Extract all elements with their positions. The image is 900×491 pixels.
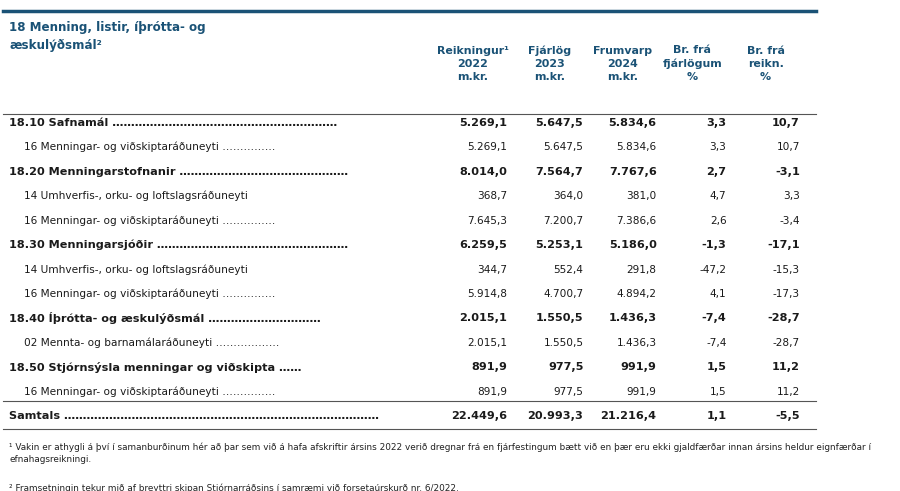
Text: 3,3: 3,3 (710, 142, 726, 152)
Text: 4,1: 4,1 (710, 289, 726, 299)
Text: -28,7: -28,7 (767, 313, 800, 324)
Text: 1.550,5: 1.550,5 (544, 338, 583, 348)
Text: 16 Menningar- og viðskiptaráðuneyti ……………: 16 Menningar- og viðskiptaráðuneyti …………… (24, 386, 275, 397)
Text: 11,2: 11,2 (777, 387, 800, 397)
Text: 1.436,3: 1.436,3 (608, 313, 657, 324)
Text: 18.50 Stjórnsýsla menningar og viðskipta ……: 18.50 Stjórnsýsla menningar og viðskipta… (9, 362, 302, 373)
Text: 16 Menningar- og viðskiptaráðuneyti ……………: 16 Menningar- og viðskiptaráðuneyti …………… (24, 142, 275, 153)
Text: -7,4: -7,4 (706, 338, 726, 348)
Text: -28,7: -28,7 (772, 338, 800, 348)
Text: 991,9: 991,9 (621, 362, 657, 372)
Text: -17,1: -17,1 (767, 240, 800, 250)
Text: 5.269,1: 5.269,1 (467, 142, 507, 152)
Text: 1,5: 1,5 (706, 362, 726, 372)
Text: 991,9: 991,9 (626, 387, 657, 397)
Text: 18.40 Íþrótta- og æskulýðsmál …………………………: 18.40 Íþrótta- og æskulýðsmál ………………………… (9, 312, 321, 325)
Text: Br. frá
fjárlögum
%: Br. frá fjárlögum % (662, 45, 723, 82)
Text: 3,3: 3,3 (706, 118, 726, 128)
Text: 5.253,1: 5.253,1 (536, 240, 583, 250)
Text: 20.993,3: 20.993,3 (527, 411, 583, 421)
Text: -1,3: -1,3 (702, 240, 726, 250)
Text: 16 Menningar- og viðskiptaráðuneyti ……………: 16 Menningar- og viðskiptaráðuneyti …………… (24, 289, 275, 299)
Text: 891,9: 891,9 (471, 362, 507, 372)
Text: 1,5: 1,5 (710, 387, 726, 397)
Text: Samtals …………………………………………………………………………: Samtals ………………………………………………………………………… (9, 411, 379, 421)
Text: 02 Mennta- og barnamálaráðuneyti ………………: 02 Mennta- og barnamálaráðuneyti ……………… (24, 338, 279, 348)
Text: 7.564,7: 7.564,7 (536, 166, 583, 177)
Text: 4.700,7: 4.700,7 (544, 289, 583, 299)
Text: 10,7: 10,7 (772, 118, 800, 128)
Text: 2,7: 2,7 (706, 166, 726, 177)
Text: 11,2: 11,2 (772, 362, 800, 372)
Text: 1.436,3: 1.436,3 (616, 338, 657, 348)
Text: 5.834,6: 5.834,6 (616, 142, 657, 152)
Text: 6.259,5: 6.259,5 (459, 240, 507, 250)
Text: 7.386,6: 7.386,6 (616, 216, 657, 225)
Text: 7.645,3: 7.645,3 (467, 216, 507, 225)
Text: 5.186,0: 5.186,0 (608, 240, 657, 250)
Text: 1.550,5: 1.550,5 (536, 313, 583, 324)
Text: 977,5: 977,5 (554, 387, 583, 397)
Text: 381,0: 381,0 (626, 191, 657, 201)
Text: Frumvarp
2024
m.kr.: Frumvarp 2024 m.kr. (593, 46, 652, 82)
Text: 5.914,8: 5.914,8 (467, 289, 507, 299)
Text: 291,8: 291,8 (626, 265, 657, 274)
Text: Reikningur¹
2022
m.kr.: Reikningur¹ 2022 m.kr. (436, 46, 508, 82)
Text: 4,7: 4,7 (710, 191, 726, 201)
Text: -3,1: -3,1 (775, 166, 800, 177)
Text: 21.216,4: 21.216,4 (600, 411, 657, 421)
Text: 7.767,6: 7.767,6 (609, 166, 657, 177)
Text: 4.894,2: 4.894,2 (616, 289, 657, 299)
Text: 14 Umhverfis-, orku- og loftslagsráðuneyti: 14 Umhverfis-, orku- og loftslagsráðuney… (24, 264, 248, 275)
Text: 552,4: 552,4 (554, 265, 583, 274)
Text: 368,7: 368,7 (477, 191, 507, 201)
Text: -47,2: -47,2 (699, 265, 726, 274)
Text: 5.269,1: 5.269,1 (459, 118, 507, 128)
Text: 18.10 Safnamál ……………………………………………………: 18.10 Safnamál …………………………………………………… (9, 118, 338, 128)
Text: 18.20 Menningarstofnanir ………………………………………: 18.20 Menningarstofnanir ……………………………………… (9, 166, 348, 177)
Text: 5.647,5: 5.647,5 (544, 142, 583, 152)
Text: 10,7: 10,7 (777, 142, 800, 152)
Text: 7.200,7: 7.200,7 (544, 216, 583, 225)
Text: -7,4: -7,4 (702, 313, 726, 324)
Text: 5.647,5: 5.647,5 (536, 118, 583, 128)
Text: 14 Umhverfis-, orku- og loftslagsráðuneyti: 14 Umhverfis-, orku- og loftslagsráðuney… (24, 191, 248, 201)
Text: 2.015,1: 2.015,1 (459, 313, 507, 324)
Text: 16 Menningar- og viðskiptaráðuneyti ……………: 16 Menningar- og viðskiptaráðuneyti …………… (24, 216, 275, 226)
Text: -15,3: -15,3 (772, 265, 800, 274)
Text: 1,1: 1,1 (706, 411, 726, 421)
Text: 364,0: 364,0 (554, 191, 583, 201)
Text: 8.014,0: 8.014,0 (459, 166, 507, 177)
Text: 3,3: 3,3 (783, 191, 800, 201)
Text: 22.449,6: 22.449,6 (451, 411, 507, 421)
Text: -5,5: -5,5 (775, 411, 800, 421)
Text: 5.834,6: 5.834,6 (608, 118, 657, 128)
Text: 2.015,1: 2.015,1 (467, 338, 507, 348)
Text: 18 Menning, listir, íþrótta- og
æskulýðsmál²: 18 Menning, listir, íþrótta- og æskulýðs… (9, 21, 206, 52)
Text: 18.30 Menningarsjóðir ……………………………………………: 18.30 Menningarsjóðir …………………………………………… (9, 240, 348, 250)
Text: -3,4: -3,4 (779, 216, 800, 225)
Text: ² Framsetningin tekur mið af breyttri skipan Stjórnarráðsins í samræmi við forse: ² Framsetningin tekur mið af breyttri sk… (9, 483, 459, 491)
Text: 344,7: 344,7 (477, 265, 507, 274)
Text: -17,3: -17,3 (772, 289, 800, 299)
Text: 2,6: 2,6 (710, 216, 726, 225)
Text: ¹ Vakin er athygli á því í samanburðinum hér að þar sem við á hafa afskriftir ár: ¹ Vakin er athygli á því í samanburðinum… (9, 442, 871, 464)
Text: Fjárlög
2023
m.kr.: Fjárlög 2023 m.kr. (527, 46, 571, 82)
Text: 977,5: 977,5 (548, 362, 583, 372)
Text: 891,9: 891,9 (477, 387, 507, 397)
Text: Br. frá
reikn.
%: Br. frá reikn. % (747, 46, 785, 82)
